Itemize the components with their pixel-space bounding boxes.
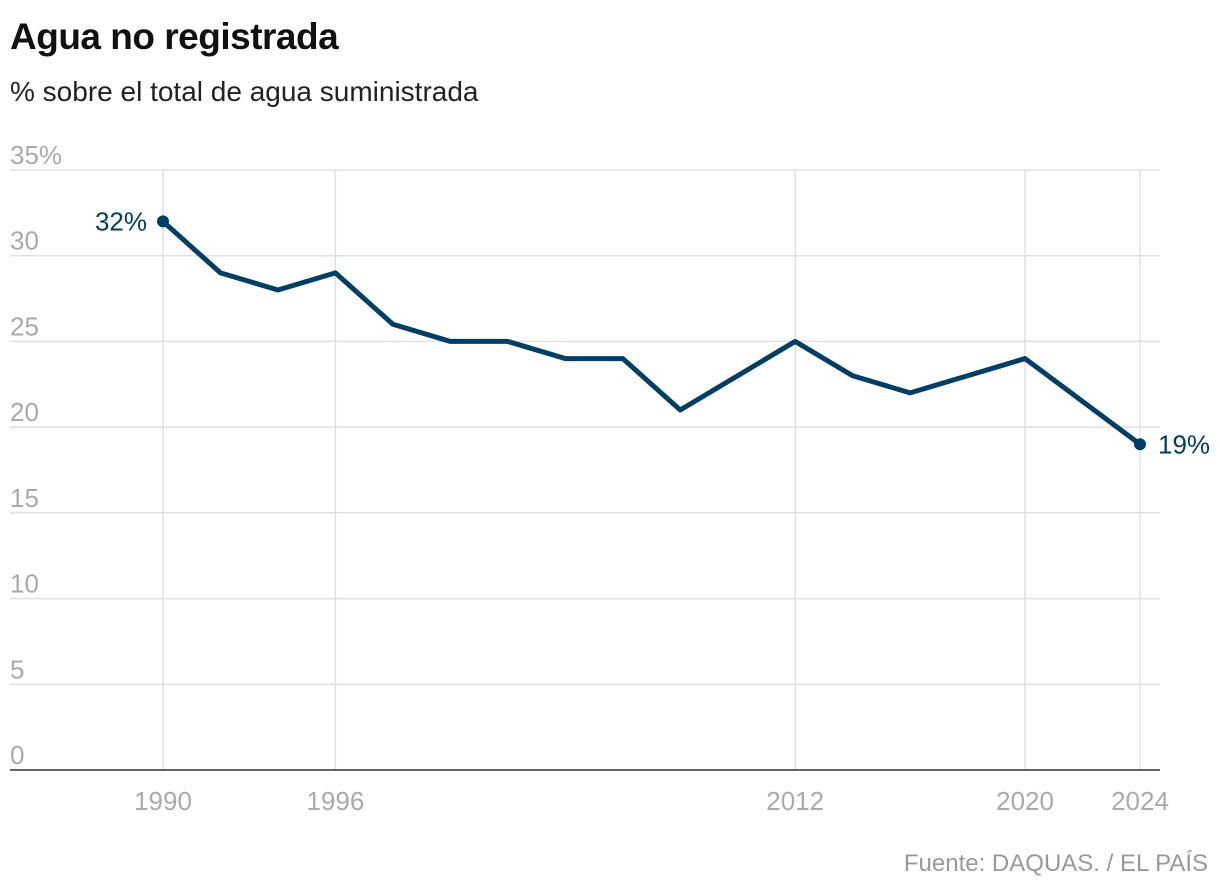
x-tick-label: 2012 bbox=[766, 786, 824, 816]
y-tick-label: 0 bbox=[10, 740, 24, 770]
x-tick-label: 1990 bbox=[134, 786, 192, 816]
y-tick-label: 5 bbox=[10, 654, 24, 684]
data-label: 19% bbox=[1158, 429, 1210, 459]
x-tick-label: 2020 bbox=[996, 786, 1054, 816]
y-tick-label: 30 bbox=[10, 226, 39, 256]
series-line bbox=[160, 218, 1143, 447]
y-tick-label: 15 bbox=[10, 483, 39, 513]
data-label: 32% bbox=[95, 206, 147, 236]
y-tick-label: 20 bbox=[10, 397, 39, 427]
endpoint-marker bbox=[1134, 438, 1146, 451]
y-tick-label: 10 bbox=[10, 569, 39, 599]
x-tick-label: 2024 bbox=[1111, 786, 1169, 816]
source-note: Fuente: DAQUAS. / EL PAÍS bbox=[903, 850, 1208, 877]
y-tick-label: 25 bbox=[10, 311, 39, 341]
chart-title: Agua no registrada bbox=[10, 16, 339, 57]
chart-subtitle: % sobre el total de agua suministrada bbox=[10, 76, 479, 107]
x-tick-label: 1996 bbox=[306, 786, 364, 816]
endpoint-marker bbox=[157, 215, 169, 228]
y-tick-label: 35% bbox=[10, 140, 62, 170]
